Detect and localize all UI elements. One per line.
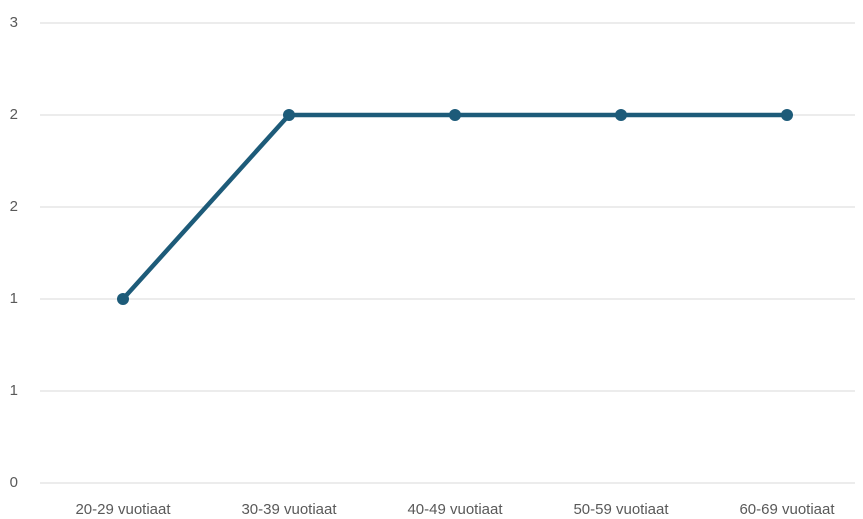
x-tick-label: 30-39 vuotiaat bbox=[241, 501, 337, 518]
x-tick-label: 20-29 vuotiaat bbox=[75, 501, 171, 518]
y-tick-label: 2 bbox=[10, 198, 18, 215]
line-point bbox=[781, 109, 793, 121]
y-tick-label: 0 bbox=[10, 474, 18, 491]
x-tick-label: 40-49 vuotiaat bbox=[407, 501, 503, 518]
line-point bbox=[117, 293, 129, 305]
line-point bbox=[615, 109, 627, 121]
y-tick-label: 3 bbox=[10, 14, 18, 31]
y-tick-label: 1 bbox=[10, 382, 18, 399]
x-tick-label: 60-69 vuotiaat bbox=[739, 501, 835, 518]
line-point bbox=[283, 109, 295, 121]
y-tick-label: 1 bbox=[10, 290, 18, 307]
y-tick-label: 2 bbox=[10, 106, 18, 123]
line-point bbox=[449, 109, 461, 121]
x-tick-label: 50-59 vuotiaat bbox=[573, 501, 669, 518]
